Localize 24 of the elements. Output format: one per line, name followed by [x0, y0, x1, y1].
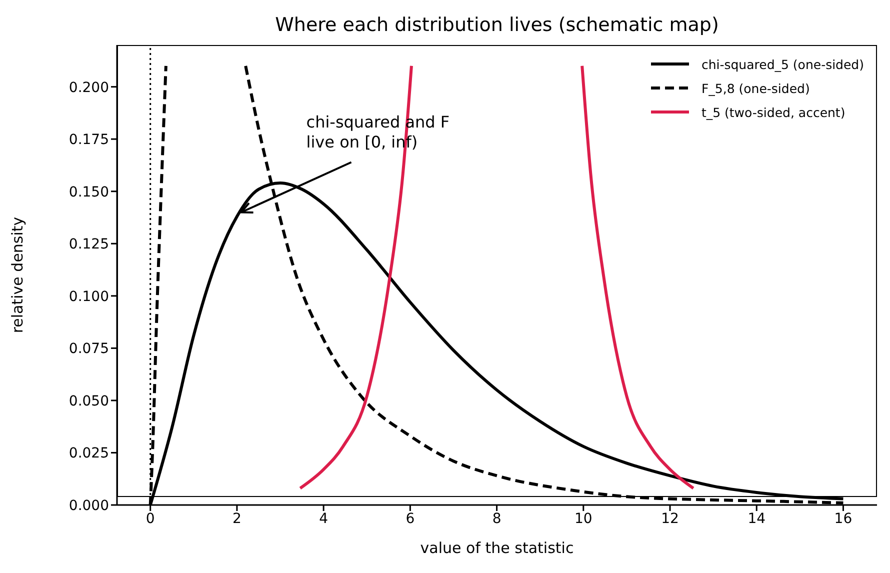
x-tick-label: 14: [748, 510, 766, 527]
x-tick-label: 12: [661, 510, 679, 527]
x-tick-label: 6: [406, 510, 415, 527]
y-tick-label: 0.025: [68, 446, 109, 462]
x-tick-label: 16: [834, 510, 852, 527]
x-tick-label: 8: [492, 510, 502, 527]
y-axis-title: relative density: [8, 216, 26, 334]
x-tick-label: 10: [574, 510, 592, 527]
legend-label: t_5 (two-sided, accent): [701, 104, 846, 120]
y-tick-label: 0.125: [68, 236, 109, 253]
x-tick-label: 2: [232, 510, 242, 527]
y-tick-label: 0.000: [68, 498, 109, 514]
y-tick-label: 0.150: [68, 184, 109, 200]
y-tick-label: 0.050: [68, 393, 109, 410]
legend-label: F_5,8 (one-sided): [701, 80, 810, 96]
y-tick-label: 0.175: [68, 132, 109, 148]
y-tick-label: 0.075: [68, 341, 109, 358]
x-tick-label: 0: [146, 510, 155, 527]
chart-title: Where each distribution lives (schematic map): [274, 14, 720, 36]
x-axis-title: value of the statistic: [420, 539, 574, 557]
legend-label: chi-squared_5 (one-sided): [701, 56, 864, 72]
y-tick-label: 0.100: [68, 288, 109, 305]
y-tick-label: 0.200: [68, 80, 109, 96]
x-tick-label: 4: [319, 510, 328, 527]
